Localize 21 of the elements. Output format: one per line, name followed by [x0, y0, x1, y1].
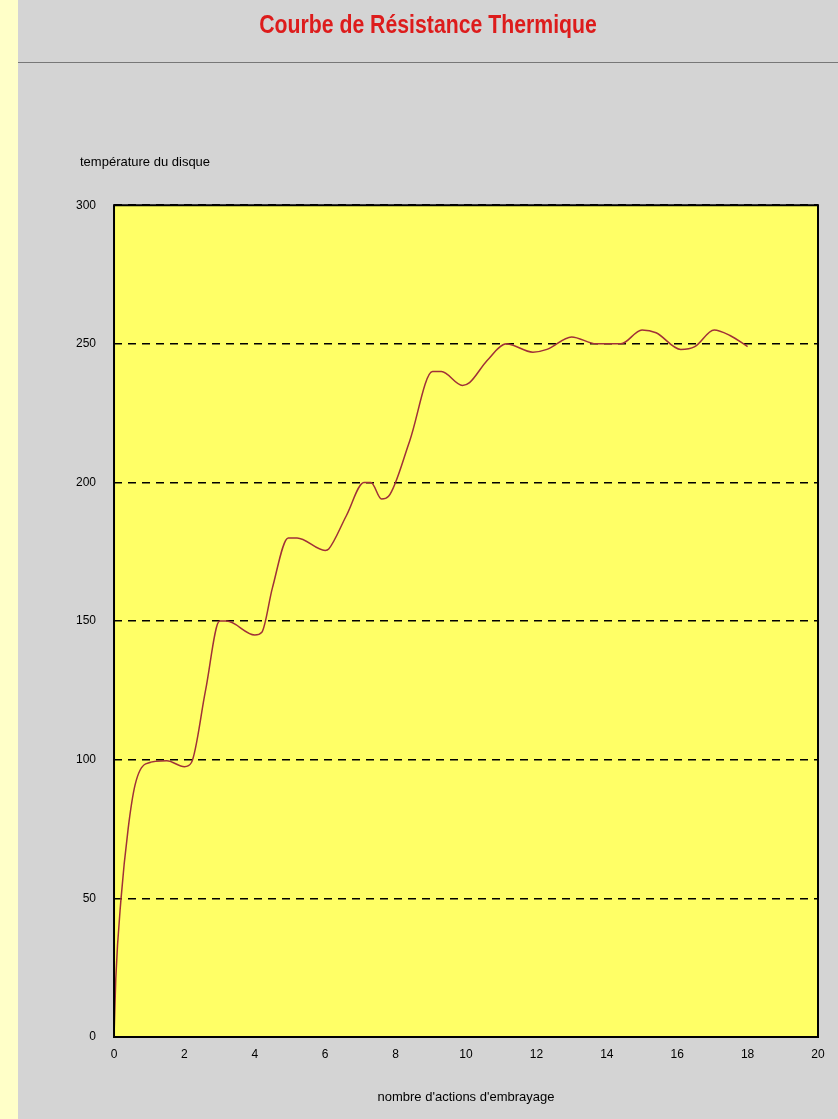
chart-title: Courbe de Résistance Thermique — [258, 10, 598, 39]
y-tick-label: 150 — [75, 613, 97, 628]
x-axis-title: nombre d'actions d'embrayage — [377, 1088, 555, 1104]
x-tick-label: 4 — [251, 1046, 259, 1061]
x-tick-label: 2 — [181, 1046, 189, 1061]
y-tick-label: 100 — [75, 752, 97, 767]
y-tick-label: 0 — [89, 1029, 97, 1044]
x-tick-label: 14 — [600, 1046, 614, 1061]
x-tick-label: 0 — [110, 1046, 118, 1061]
y-tick-label: 250 — [75, 336, 97, 351]
x-tick-label: 8 — [392, 1046, 400, 1061]
x-tick-label: 6 — [321, 1046, 329, 1061]
y-axis-title: température du disque — [80, 154, 211, 169]
x-tick-label: 10 — [459, 1046, 473, 1061]
x-tick-label: 16 — [670, 1046, 685, 1061]
x-tick-label: 18 — [740, 1046, 755, 1061]
y-tick-label: 300 — [75, 197, 97, 212]
x-tick-label: 20 — [811, 1046, 825, 1061]
x-tick-label: 12 — [529, 1046, 544, 1061]
y-tick-label: 200 — [75, 474, 97, 489]
y-tick-label: 50 — [82, 890, 97, 905]
